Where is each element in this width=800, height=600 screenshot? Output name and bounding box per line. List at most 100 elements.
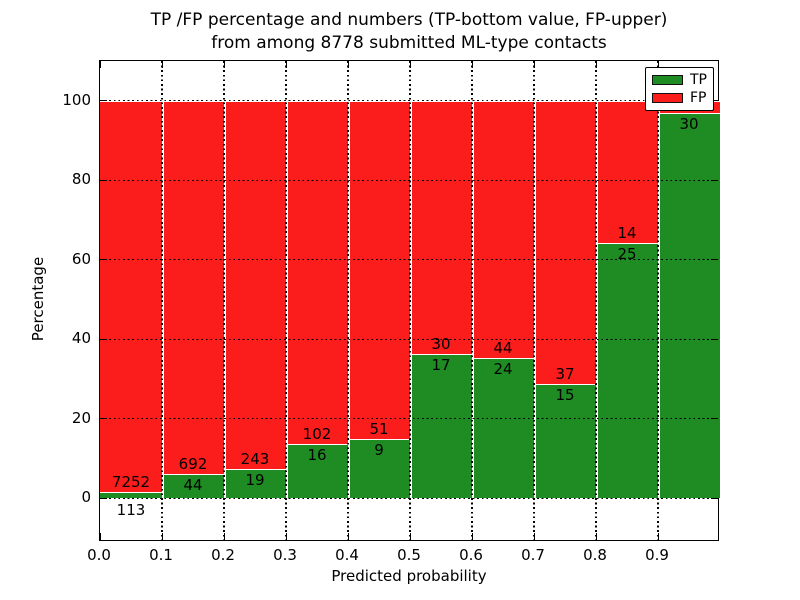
bar-segment-tp — [288, 444, 348, 499]
x-tick-mark-bottom — [534, 533, 536, 540]
x-axis-title: Predicted probability — [331, 567, 487, 585]
fp-count-label: 30 — [431, 335, 451, 354]
y-tick-mark-right — [711, 259, 718, 261]
y-tick-label: 80 — [71, 170, 91, 189]
y-tick-label: 20 — [71, 408, 91, 427]
fp-count-label: 51 — [369, 419, 389, 438]
bar-segment-fp — [100, 100, 162, 493]
legend: TP FP — [645, 67, 714, 111]
gridline-horizontal — [100, 179, 718, 181]
gridline-vertical — [657, 61, 659, 542]
bar-bin — [410, 100, 472, 499]
bar-bin — [100, 100, 162, 499]
y-tick-label: 0 — [81, 488, 91, 507]
gridline-vertical — [533, 61, 535, 542]
x-tick-mark-top — [596, 61, 598, 68]
chart-title-line2: from among 8778 submitted ML-type contac… — [211, 33, 607, 53]
tp-color-swatch — [652, 75, 683, 85]
x-tick-mark-top — [658, 61, 660, 68]
gridline-horizontal — [100, 100, 718, 102]
bar-segment-tp — [412, 354, 472, 499]
x-tick-mark-bottom — [410, 533, 412, 540]
x-tick-mark-bottom — [224, 533, 226, 540]
x-tick-mark-bottom — [286, 533, 288, 540]
gridline-vertical — [471, 61, 473, 542]
x-tick-label: 0.2 — [211, 546, 235, 564]
gridline-horizontal — [100, 497, 718, 499]
tp-count-label: 17 — [431, 356, 451, 375]
bar-segment-fp — [536, 100, 596, 384]
fp-count-label: 243 — [240, 450, 270, 469]
fp-count-label: 44 — [493, 338, 513, 357]
y-tick-mark-left — [100, 497, 107, 499]
x-tick-mark-bottom — [100, 533, 102, 540]
bar-segment-tp — [474, 357, 534, 499]
bar-segment-fp — [226, 100, 286, 470]
x-tick-mark-top — [534, 61, 536, 68]
tp-count-label: 113 — [116, 501, 146, 520]
gridline-vertical — [595, 61, 597, 542]
y-tick-label: 100 — [62, 90, 91, 109]
x-tick-mark-bottom — [162, 533, 164, 540]
tp-count-label: 16 — [307, 446, 327, 465]
x-tick-label: 0.8 — [583, 546, 607, 564]
gridline-horizontal — [100, 418, 718, 420]
bar-segment-fp — [288, 100, 348, 445]
y-tick-mark-right — [711, 338, 718, 340]
legend-entry-fp: FP — [652, 91, 707, 105]
y-tick-mark-left — [100, 338, 107, 340]
bar-segment-tp — [350, 438, 410, 499]
bar-segment-tp — [226, 469, 286, 499]
bar-segment-fp — [412, 100, 472, 355]
x-tick-mark-top — [410, 61, 412, 68]
legend-entry-tp: TP — [652, 73, 707, 87]
tp-count-label: 24 — [493, 359, 513, 378]
fp-count-label: 37 — [555, 364, 575, 383]
x-tick-mark-bottom — [596, 533, 598, 540]
x-tick-label: 0.9 — [645, 546, 669, 564]
y-tick-label: 40 — [71, 329, 91, 348]
gridline-vertical — [409, 61, 411, 542]
bar-bin — [286, 100, 348, 499]
chart-title: TP /FP percentage and numbers (TP-bottom… — [151, 9, 668, 55]
x-tick-mark-bottom — [658, 533, 660, 540]
chart-title-line1: TP /FP percentage and numbers (TP-bottom… — [150, 10, 668, 30]
x-tick-label: 0.6 — [459, 546, 483, 564]
x-tick-label: 0.3 — [273, 546, 297, 564]
tp-count-label: 9 — [374, 440, 384, 459]
bar-segment-tp — [100, 492, 162, 499]
x-tick-mark-bottom — [348, 533, 350, 540]
bar-segment-fp — [350, 100, 410, 439]
fp-count-label: 692 — [178, 455, 208, 474]
bar-segment-fp — [474, 100, 534, 358]
bar-bin — [596, 100, 658, 499]
x-tick-mark-top — [100, 61, 102, 68]
x-tick-mark-top — [472, 61, 474, 68]
fp-count-label: 7252 — [111, 473, 151, 492]
y-tick-mark-right — [711, 179, 718, 181]
y-tick-mark-left — [100, 418, 107, 420]
bar-segment-tp — [164, 474, 224, 499]
gridline-vertical — [223, 61, 225, 542]
bar-segment-tp — [598, 243, 658, 499]
x-tick-mark-bottom — [472, 533, 474, 540]
x-tick-label: 0.4 — [335, 546, 359, 564]
gridline-vertical — [161, 61, 163, 542]
x-tick-mark-top — [162, 61, 164, 68]
x-tick-label: 0.0 — [87, 546, 111, 564]
y-tick-mark-left — [100, 100, 107, 102]
y-tick-mark-left — [100, 179, 107, 181]
y-tick-label: 60 — [71, 249, 91, 268]
y-tick-mark-right — [711, 497, 718, 499]
y-tick-mark-left — [100, 259, 107, 261]
tp-count-label: 44 — [183, 476, 203, 495]
tp-count-label: 19 — [245, 471, 265, 490]
gridline-horizontal — [100, 338, 718, 340]
fp-count-label: 102 — [302, 425, 332, 444]
bar-segment-tp — [660, 113, 720, 499]
x-tick-label: 0.5 — [397, 546, 421, 564]
tp-count-label: 15 — [555, 385, 575, 404]
x-tick-label: 0.7 — [521, 546, 545, 564]
gridline-vertical — [347, 61, 349, 542]
